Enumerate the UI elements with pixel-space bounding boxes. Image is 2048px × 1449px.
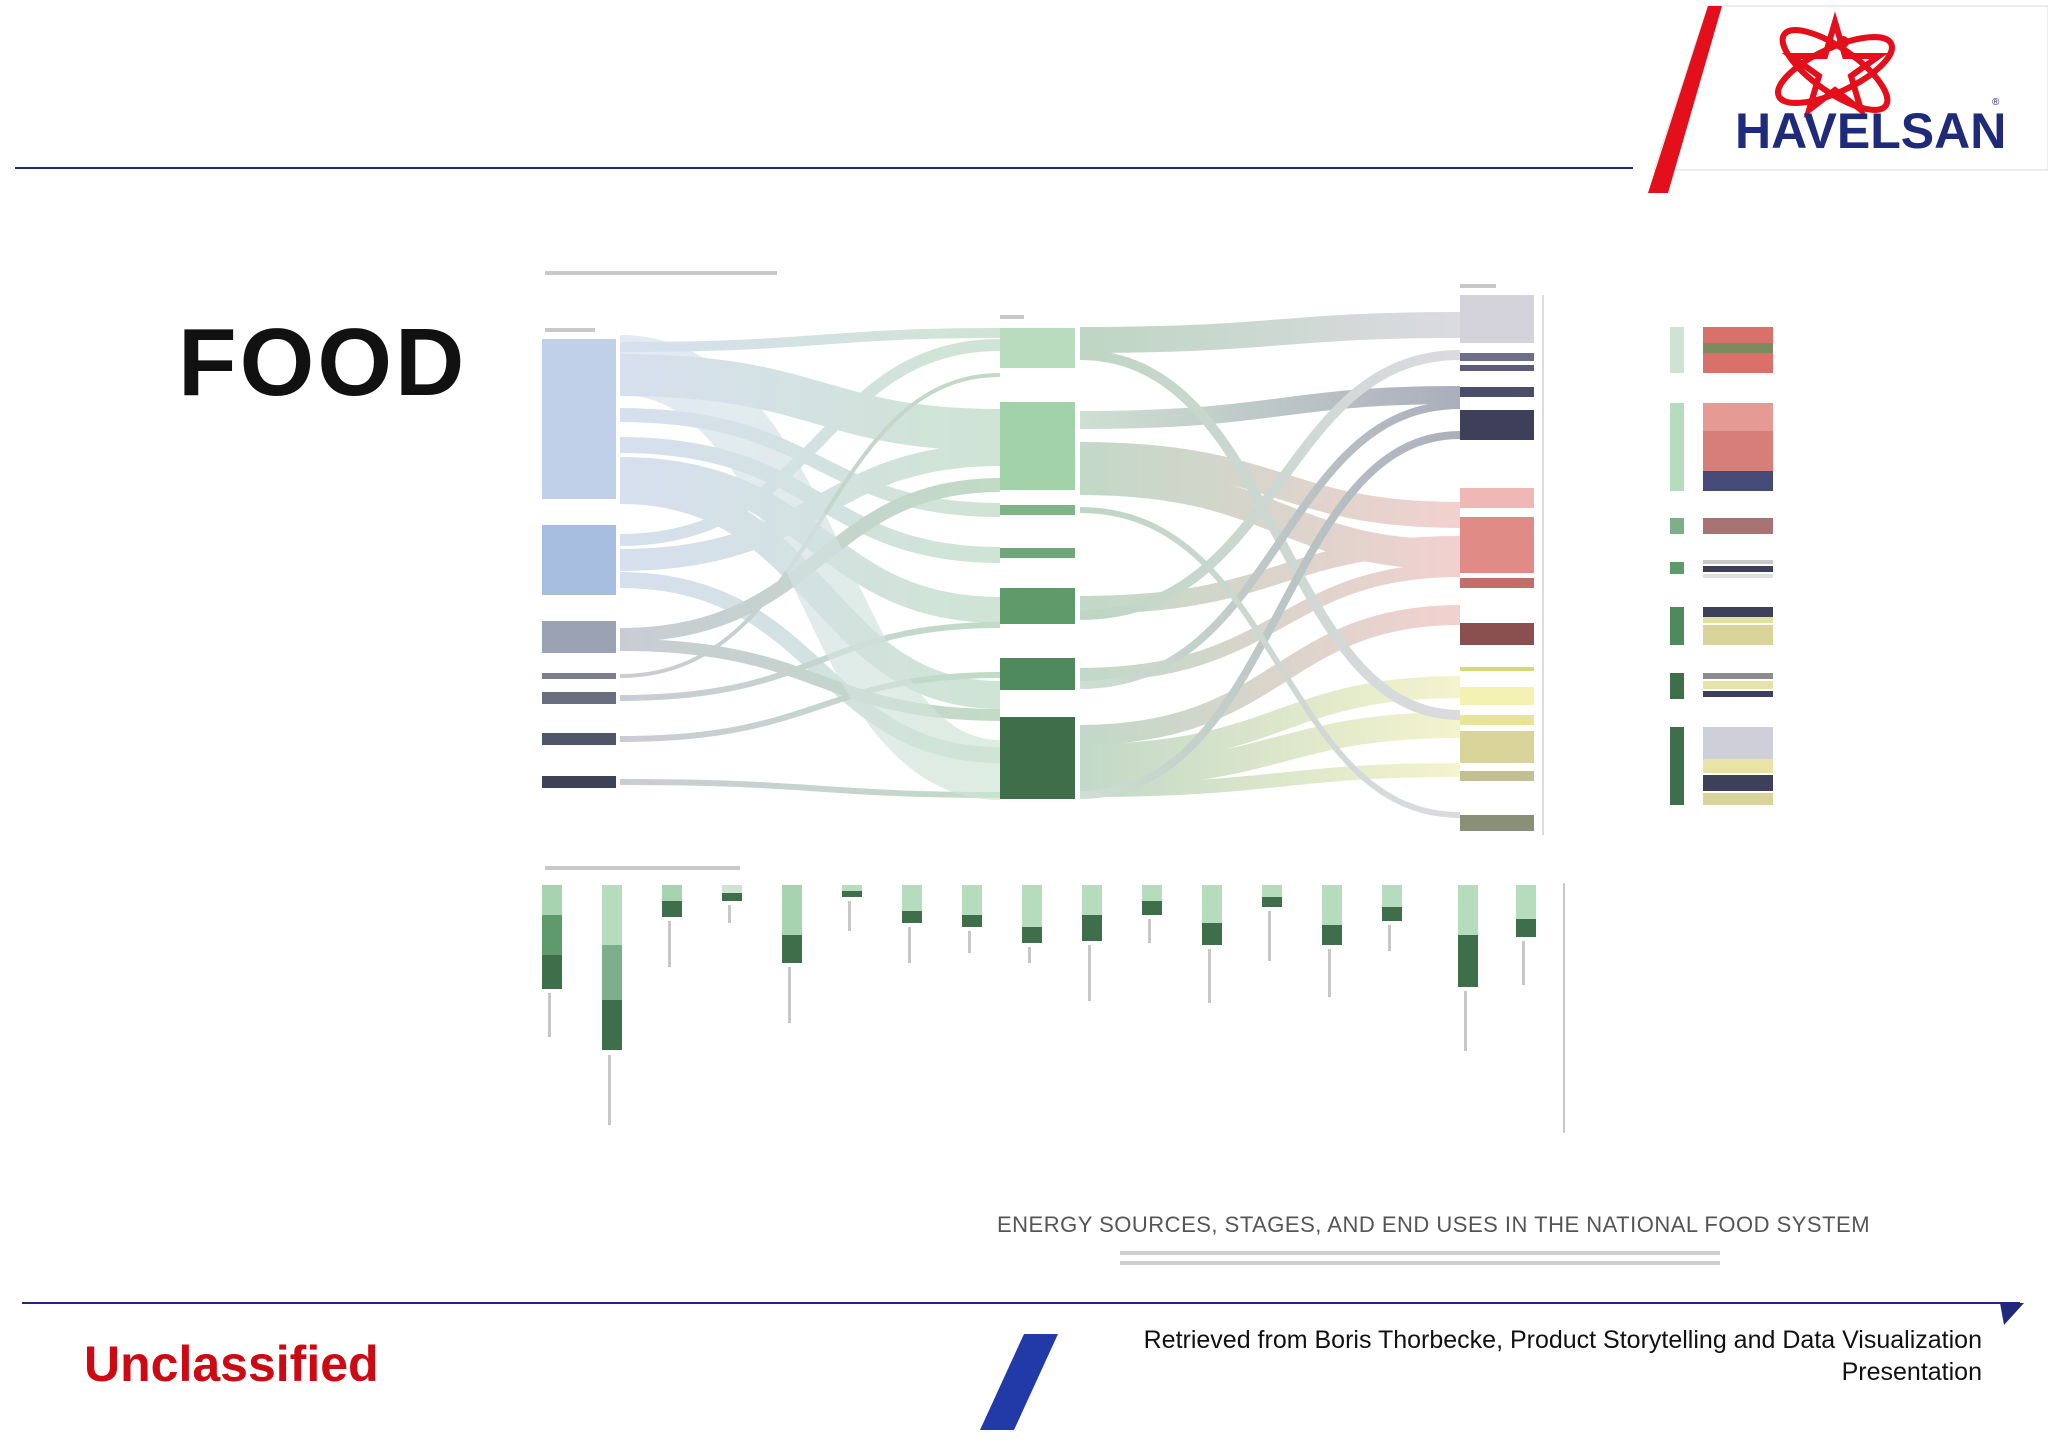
- source-credit-line: Presentation: [1841, 1358, 1982, 1386]
- stage-nodes: [1000, 328, 1075, 799]
- end-use-node: [1460, 578, 1534, 588]
- product-bars: [542, 866, 1565, 1133]
- footer-rule: [22, 1302, 2020, 1304]
- end-use-node: [1460, 731, 1534, 763]
- stage-node: [1000, 658, 1075, 690]
- logo-text: HAVELSAN: [1735, 103, 2006, 159]
- end-use-node: [1460, 623, 1534, 645]
- source-credit-line: Retrieved from Boris Thorbecke, Product …: [1143, 1326, 1982, 1354]
- end-use-node: [1460, 715, 1534, 725]
- page-title: FOOD: [178, 309, 468, 416]
- footer-slash-icon: [980, 1334, 1058, 1430]
- svg-text:®: ®: [1992, 97, 2000, 108]
- stage-node: [1000, 402, 1075, 490]
- header-rule: [15, 167, 1633, 169]
- end-use-node: [1460, 295, 1534, 343]
- end-use-node: [1460, 488, 1534, 508]
- source-node: [542, 339, 616, 499]
- stage-node: [1000, 717, 1075, 799]
- end-use-node: [1460, 687, 1534, 705]
- stage-flows: [618, 328, 1002, 800]
- end-use-nodes: [1460, 295, 1544, 835]
- figure-caption: ENERGY SOURCES, STAGES, AND END USES IN …: [997, 1212, 1871, 1237]
- source-nodes: [542, 339, 616, 788]
- stage-node: [1000, 548, 1075, 558]
- energy-flow-infographic: [542, 271, 1773, 1265]
- source-node: [542, 673, 616, 679]
- stage-node: [1000, 505, 1075, 515]
- end-use-node: [1460, 517, 1534, 573]
- end-use-node: [1460, 815, 1534, 831]
- end-use-node: [1460, 387, 1534, 397]
- source-node: [542, 733, 616, 745]
- stage-node: [1000, 588, 1075, 624]
- stage-node: [1000, 328, 1075, 368]
- source-credit: Retrieved from Boris Thorbecke, Product …: [1082, 1324, 1982, 1388]
- corner-triangle-icon: [2000, 1303, 2024, 1325]
- star-atom-icon: [1775, 11, 1895, 119]
- end-use-node: [1460, 410, 1534, 440]
- end-use-node: [1460, 365, 1534, 371]
- source-node: [542, 776, 616, 788]
- end-use-node: [1460, 353, 1534, 361]
- end-use-node: [1460, 771, 1534, 781]
- source-node: [542, 525, 616, 595]
- sector-legend: [1670, 327, 1773, 805]
- source-node: [542, 692, 616, 704]
- end-use-node: [1460, 667, 1534, 671]
- end-use-flows: [1079, 312, 1461, 818]
- source-node: [542, 621, 616, 653]
- classification-label: Unclassified: [84, 1336, 379, 1392]
- havelsan-logo: HAVELSAN ®: [1648, 5, 2048, 193]
